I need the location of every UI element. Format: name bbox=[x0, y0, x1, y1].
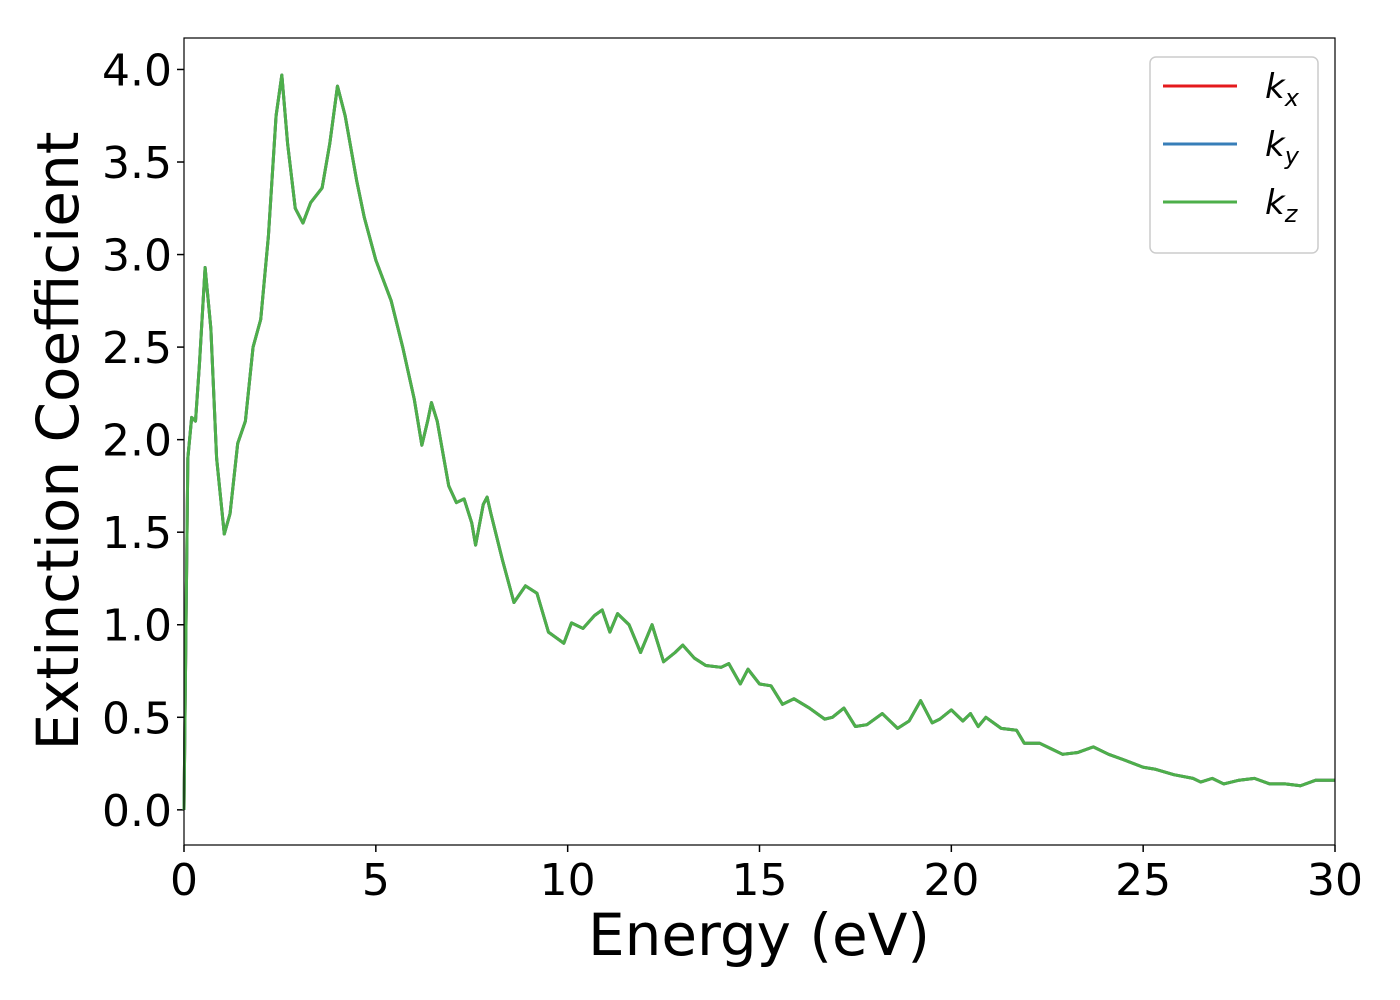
y-tick-label: 0.5 bbox=[102, 693, 172, 744]
x-tick-label: 0 bbox=[170, 855, 198, 906]
plot-frame bbox=[183, 37, 1336, 846]
legend-label: kx bbox=[1265, 67, 1300, 112]
legend-box bbox=[1149, 56, 1319, 254]
y-tick-label: 1.5 bbox=[102, 508, 172, 559]
y-tick-label: 2.0 bbox=[102, 416, 172, 467]
x-tick-label: 5 bbox=[362, 855, 390, 906]
x-tick-label: 20 bbox=[923, 855, 979, 906]
x-tick-label: 25 bbox=[1115, 855, 1171, 906]
x-tick-label: 30 bbox=[1307, 855, 1363, 906]
y-tick-label: 0.0 bbox=[102, 786, 172, 837]
y-axis-label: Extinction Coefficient bbox=[24, 132, 92, 751]
x-axis-label: Energy (eV) bbox=[588, 901, 930, 969]
data-line bbox=[182, 73, 1335, 810]
y-tick-label: 1.0 bbox=[102, 601, 172, 652]
y-tick-label: 3.0 bbox=[102, 231, 172, 282]
legend-label: ky bbox=[1265, 125, 1300, 170]
y-tick-label: 3.5 bbox=[102, 138, 172, 189]
legend: kx ky kz bbox=[1149, 56, 1319, 254]
legend-label: kz bbox=[1265, 183, 1299, 228]
x-tick-label: 15 bbox=[732, 855, 788, 906]
y-tick-label: 2.5 bbox=[102, 323, 172, 374]
y-tick-label: 4.0 bbox=[102, 45, 172, 96]
x-tick-label: 10 bbox=[540, 855, 596, 906]
